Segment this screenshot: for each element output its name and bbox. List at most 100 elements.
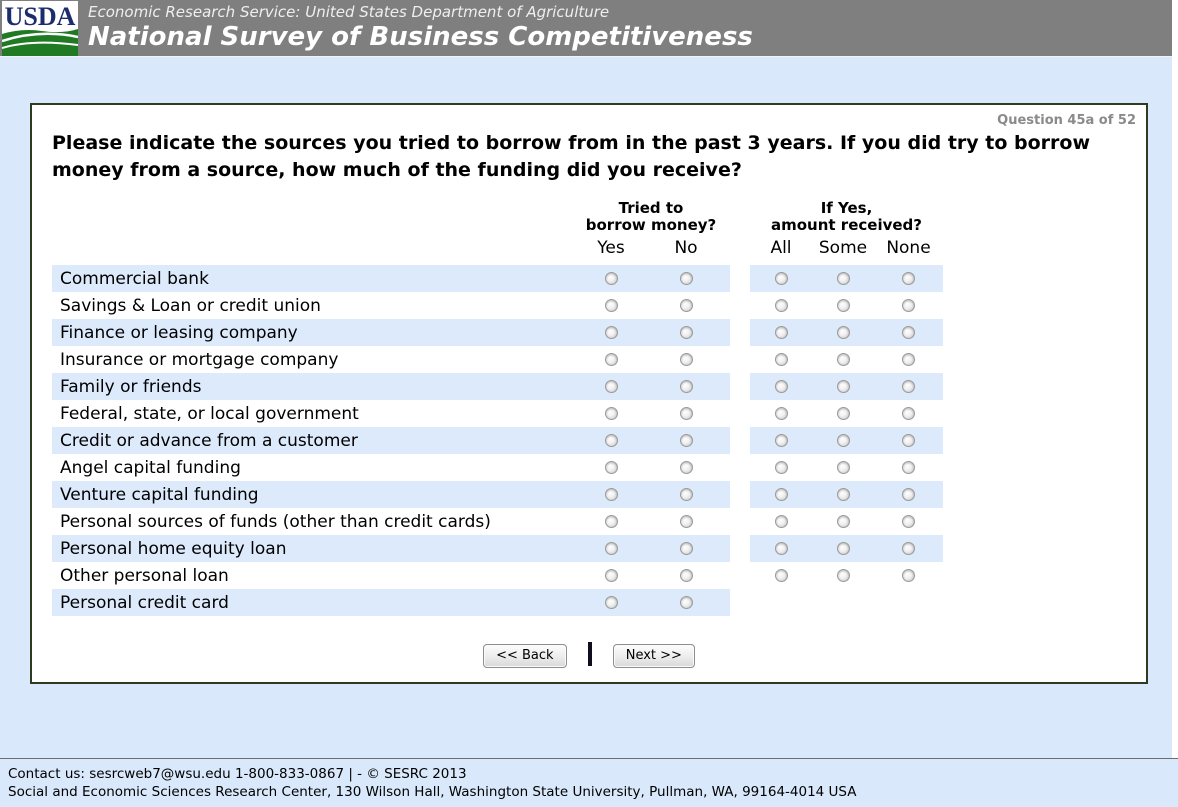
radio-all[interactable] [774, 299, 788, 312]
back-button[interactable]: << Back [483, 643, 567, 668]
radio-no[interactable] [679, 569, 693, 582]
column-header-row: Yes No All Some None [52, 239, 1146, 258]
radio-all[interactable] [774, 488, 788, 501]
radio-yes[interactable] [604, 353, 618, 366]
amount-cells [750, 319, 943, 346]
amount-cells [750, 292, 943, 319]
radio-some[interactable] [836, 515, 850, 528]
row-gap [730, 265, 750, 292]
radio-some[interactable] [836, 380, 850, 393]
radio-some[interactable] [836, 461, 850, 474]
radio-no[interactable] [679, 542, 693, 555]
radio-cell-all [750, 454, 812, 481]
radio-none[interactable] [902, 299, 915, 312]
radio-none[interactable] [902, 488, 915, 501]
radio-yes[interactable] [604, 515, 618, 528]
radio-none[interactable] [902, 272, 915, 285]
radio-no[interactable] [679, 353, 693, 366]
radio-yes[interactable] [604, 542, 618, 555]
radio-yes[interactable] [604, 380, 618, 393]
radio-all[interactable] [774, 272, 788, 285]
radio-cell-none [874, 346, 943, 373]
amount-cells [750, 508, 943, 535]
radio-all[interactable] [774, 461, 788, 474]
navigation-bar: << Back Next >> [32, 642, 1146, 668]
row-gap [730, 292, 750, 319]
radio-some[interactable] [836, 434, 850, 447]
radio-some[interactable] [836, 488, 850, 501]
radio-some[interactable] [836, 407, 850, 420]
tried-cells: Federal, state, or local government [52, 400, 730, 427]
row-gap [730, 400, 750, 427]
radio-all[interactable] [774, 542, 788, 555]
radio-none[interactable] [902, 407, 915, 420]
radio-all[interactable] [774, 380, 788, 393]
radio-some[interactable] [836, 569, 850, 582]
radio-cell-no [650, 589, 722, 616]
radio-none[interactable] [902, 326, 915, 339]
group-header-amount: If Yes, amount received? [771, 199, 922, 234]
radio-no[interactable] [679, 272, 693, 285]
radio-all[interactable] [774, 407, 788, 420]
radio-some[interactable] [836, 542, 850, 555]
radio-yes[interactable] [604, 461, 618, 474]
usda-logo-icon: USDA [2, 1, 78, 56]
radio-all[interactable] [774, 569, 788, 582]
radio-none[interactable] [902, 434, 915, 447]
sources-table-body: Commercial bank Savings & Loan or credit… [52, 265, 1146, 616]
radio-all[interactable] [774, 326, 788, 339]
radio-some[interactable] [836, 272, 850, 285]
table-row: Savings & Loan or credit union [52, 292, 1146, 319]
radio-all[interactable] [774, 353, 788, 366]
table-row: Other personal loan [52, 562, 1146, 589]
radio-some[interactable] [836, 353, 850, 366]
radio-no[interactable] [679, 326, 693, 339]
radio-cell-none [874, 535, 943, 562]
row-label: Commercial bank [60, 268, 209, 289]
radio-yes[interactable] [604, 407, 618, 420]
radio-none[interactable] [902, 569, 915, 582]
page-footer: Contact us: sesrcweb7@wsu.edu 1-800-833-… [0, 758, 1178, 807]
question-panel: Question 45a of 52 Please indicate the s… [30, 103, 1148, 684]
radio-cell-some [812, 427, 874, 454]
radio-cell-yes [572, 400, 650, 427]
radio-cell-yes [572, 265, 650, 292]
svg-text:USDA: USDA [5, 2, 76, 31]
radio-none[interactable] [902, 515, 915, 528]
radio-some[interactable] [836, 299, 850, 312]
row-label: Savings & Loan or credit union [60, 295, 321, 316]
radio-yes[interactable] [604, 272, 618, 285]
radio-none[interactable] [902, 542, 915, 555]
radio-no[interactable] [679, 434, 693, 447]
radio-no[interactable] [679, 299, 693, 312]
tried-cells: Commercial bank [52, 265, 730, 292]
amount-cells [750, 481, 943, 508]
radio-yes[interactable] [604, 299, 618, 312]
radio-some[interactable] [836, 326, 850, 339]
radio-no[interactable] [679, 380, 693, 393]
row-label: Insurance or mortgage company [60, 349, 339, 370]
radio-cell-yes [572, 346, 650, 373]
radio-yes[interactable] [604, 326, 618, 339]
radio-no[interactable] [679, 488, 693, 501]
tried-cells: Personal sources of funds (other than cr… [52, 508, 730, 535]
radio-cell-all [750, 346, 812, 373]
radio-no[interactable] [679, 596, 693, 609]
radio-yes[interactable] [604, 596, 618, 609]
scrollbar-track[interactable] [1172, 0, 1178, 758]
radio-yes[interactable] [604, 569, 618, 582]
row-label: Personal home equity loan [60, 538, 287, 559]
radio-yes[interactable] [604, 488, 618, 501]
radio-none[interactable] [902, 380, 915, 393]
radio-no[interactable] [679, 407, 693, 420]
amount-cells [750, 346, 943, 373]
radio-all[interactable] [774, 434, 788, 447]
radio-all[interactable] [774, 515, 788, 528]
tried-cells: Angel capital funding [52, 454, 730, 481]
radio-none[interactable] [902, 461, 915, 474]
radio-no[interactable] [679, 461, 693, 474]
radio-no[interactable] [679, 515, 693, 528]
next-button[interactable]: Next >> [612, 643, 695, 668]
radio-yes[interactable] [604, 434, 618, 447]
radio-none[interactable] [902, 353, 915, 366]
